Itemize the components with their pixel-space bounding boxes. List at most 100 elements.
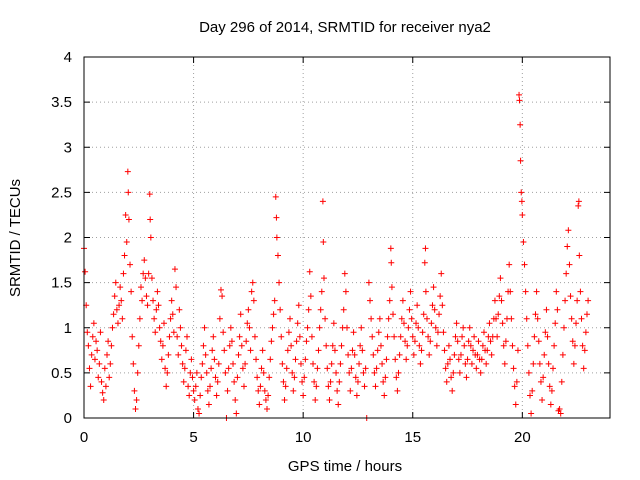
data-point	[281, 396, 288, 403]
data-point	[340, 306, 347, 313]
data-point	[480, 329, 487, 336]
data-point	[311, 378, 318, 385]
data-point	[152, 329, 159, 336]
data-point	[496, 293, 503, 300]
data-point	[447, 356, 454, 363]
data-point	[417, 360, 424, 367]
data-point	[325, 383, 332, 390]
data-point	[190, 387, 197, 394]
data-point	[381, 392, 388, 399]
data-point	[329, 342, 336, 349]
data-point	[371, 369, 378, 376]
data-point	[395, 369, 402, 376]
data-point	[217, 286, 224, 293]
data-point	[108, 342, 115, 349]
data-point	[306, 268, 313, 275]
data-point	[468, 360, 475, 367]
data-point	[251, 333, 258, 340]
data-point	[580, 365, 587, 372]
data-point	[564, 243, 571, 250]
data-point	[214, 378, 221, 385]
data-point	[507, 288, 514, 295]
data-point	[438, 270, 445, 277]
data-point	[85, 342, 92, 349]
x-tick-label: 10	[295, 429, 312, 446]
data-point	[394, 387, 401, 394]
data-point	[273, 214, 280, 221]
x-tick-label: 15	[404, 429, 421, 446]
grid-layer	[84, 57, 610, 418]
data-point	[347, 387, 354, 394]
data-point	[452, 333, 459, 340]
data-point	[471, 333, 478, 340]
data-point	[370, 351, 377, 358]
y-tick-label: 3.5	[51, 94, 72, 111]
data-point	[331, 347, 338, 354]
data-point	[139, 297, 146, 304]
data-point	[365, 279, 372, 286]
data-point	[264, 405, 271, 412]
data-point	[405, 324, 412, 331]
data-point	[145, 270, 152, 277]
data-point	[205, 401, 212, 408]
data-point	[346, 369, 353, 376]
data-point	[522, 288, 529, 295]
data-point	[312, 396, 319, 403]
y-tick-label: 0.5	[51, 365, 72, 382]
y-tick-label: 1.5	[51, 275, 72, 292]
data-point	[362, 365, 369, 372]
data-point	[210, 333, 217, 340]
data-point	[290, 387, 297, 394]
data-point	[120, 270, 127, 277]
data-point	[519, 211, 526, 218]
data-point	[171, 266, 178, 273]
ticks-layer	[83, 56, 610, 419]
data-point	[322, 315, 329, 322]
data-point	[541, 351, 548, 358]
data-point	[168, 297, 175, 304]
data-point	[271, 297, 278, 304]
data-point	[117, 284, 124, 291]
data-point	[426, 351, 433, 358]
data-point	[352, 374, 359, 381]
y-tick-label: 2	[64, 230, 72, 247]
x-tick-label: 5	[189, 429, 197, 446]
data-point	[402, 338, 409, 345]
data-point	[563, 270, 570, 277]
data-point	[122, 211, 129, 218]
data-point	[532, 311, 539, 318]
data-point	[104, 351, 111, 358]
data-point	[516, 97, 523, 104]
data-point	[407, 288, 414, 295]
data-point	[173, 284, 180, 291]
data-point	[212, 374, 219, 381]
data-point	[174, 333, 181, 340]
data-point	[570, 360, 577, 367]
data-point	[137, 284, 144, 291]
data-point	[414, 302, 421, 309]
data-point	[577, 288, 584, 295]
data-point	[270, 311, 277, 318]
data-point	[153, 306, 160, 313]
data-point	[209, 347, 216, 354]
data-point	[154, 288, 161, 295]
data-point	[148, 275, 155, 282]
data-point	[513, 378, 520, 385]
data-point	[409, 333, 416, 340]
data-point	[450, 369, 457, 376]
data-point	[267, 356, 274, 363]
data-point	[193, 369, 200, 376]
data-point	[197, 392, 204, 399]
data-point	[272, 193, 279, 200]
data-point	[240, 383, 247, 390]
data-point	[344, 324, 350, 331]
data-point	[287, 315, 294, 322]
data-point	[230, 360, 237, 367]
data-point	[486, 320, 493, 327]
data-point	[302, 356, 309, 363]
data-point	[334, 387, 341, 394]
data-point	[474, 351, 481, 358]
data-point	[534, 315, 541, 322]
data-point	[451, 351, 458, 358]
